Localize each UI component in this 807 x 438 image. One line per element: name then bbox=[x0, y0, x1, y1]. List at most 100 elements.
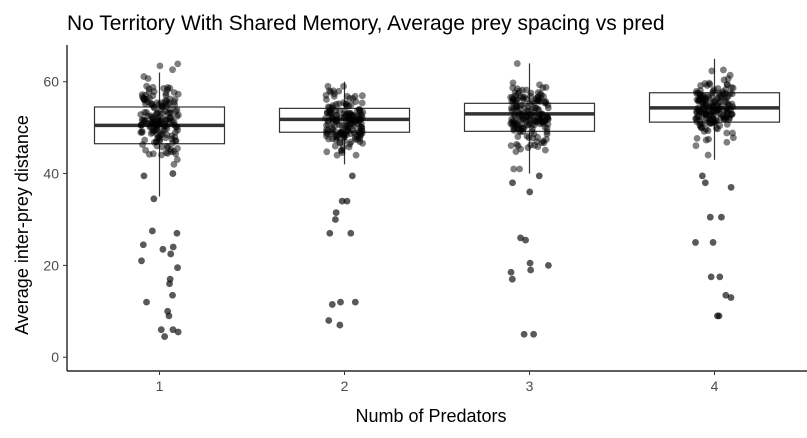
outlier-point bbox=[526, 188, 534, 196]
y-axis-label: Average inter-prey distance bbox=[12, 115, 32, 335]
data-point bbox=[723, 138, 731, 146]
data-point bbox=[169, 66, 176, 74]
x-tick-label: 2 bbox=[341, 378, 349, 394]
data-point bbox=[157, 130, 165, 138]
data-point bbox=[513, 96, 521, 104]
data-point bbox=[729, 84, 737, 92]
data-point bbox=[323, 96, 330, 103]
data-point bbox=[343, 102, 351, 110]
y-tick-label: 60 bbox=[43, 74, 59, 90]
outlier-point bbox=[517, 234, 524, 242]
data-point bbox=[137, 111, 145, 118]
data-point bbox=[137, 128, 145, 136]
data-point bbox=[148, 113, 156, 121]
data-point bbox=[352, 151, 360, 159]
outlier-point bbox=[332, 216, 339, 223]
data-point bbox=[509, 79, 517, 87]
data-point bbox=[159, 102, 167, 110]
outlier-point bbox=[530, 330, 538, 338]
data-point bbox=[149, 150, 157, 158]
outlier-point bbox=[707, 273, 715, 281]
outlier-point bbox=[509, 179, 516, 187]
outlier-point bbox=[351, 298, 359, 306]
data-point bbox=[173, 112, 181, 120]
data-point bbox=[137, 122, 145, 129]
data-point bbox=[513, 60, 521, 67]
data-point bbox=[170, 160, 178, 168]
data-point bbox=[166, 99, 173, 107]
data-point bbox=[158, 151, 165, 159]
outlier-point bbox=[161, 333, 169, 340]
outlier-point bbox=[338, 197, 346, 205]
data-point bbox=[537, 116, 545, 123]
data-point bbox=[336, 107, 343, 114]
data-point bbox=[171, 101, 179, 109]
data-point bbox=[519, 86, 526, 94]
data-point bbox=[513, 140, 521, 148]
outlier-point bbox=[173, 229, 181, 237]
data-point bbox=[705, 115, 713, 123]
data-point bbox=[162, 134, 170, 142]
outlier-point bbox=[715, 312, 723, 320]
outlier-point bbox=[138, 257, 145, 265]
y-tick-label: 0 bbox=[51, 349, 59, 365]
data-point bbox=[519, 128, 527, 135]
data-point bbox=[164, 143, 172, 151]
x-tick-label: 1 bbox=[156, 378, 164, 394]
data-point bbox=[150, 104, 158, 112]
x-tick-label: 4 bbox=[711, 378, 719, 394]
outlier-point bbox=[140, 172, 148, 180]
outlier-point bbox=[727, 183, 735, 191]
data-point bbox=[340, 82, 347, 90]
data-point bbox=[172, 150, 180, 158]
data-point bbox=[340, 113, 348, 121]
data-point bbox=[507, 142, 515, 150]
data-point bbox=[162, 116, 170, 124]
data-point bbox=[539, 84, 547, 92]
data-point bbox=[693, 134, 701, 142]
data-point bbox=[507, 93, 515, 101]
data-point bbox=[330, 87, 337, 95]
outlier-point bbox=[159, 245, 167, 253]
data-point bbox=[339, 131, 347, 139]
data-point bbox=[519, 96, 527, 103]
data-point bbox=[695, 113, 703, 120]
x-axis-label: Numb of Predators bbox=[355, 406, 506, 426]
data-point bbox=[528, 127, 536, 135]
data-point bbox=[696, 95, 704, 102]
data-point bbox=[723, 113, 731, 121]
outlier-point bbox=[507, 268, 515, 276]
data-point bbox=[343, 92, 351, 100]
outlier-point bbox=[701, 179, 709, 187]
outlier-point bbox=[169, 243, 177, 251]
outlier-point bbox=[143, 298, 150, 306]
data-point bbox=[351, 92, 359, 100]
data-point bbox=[724, 75, 732, 83]
data-point bbox=[357, 120, 365, 128]
data-point bbox=[538, 110, 545, 118]
outlier-point bbox=[157, 326, 165, 334]
outlier-point bbox=[169, 170, 177, 177]
data-point bbox=[703, 82, 711, 89]
data-point bbox=[356, 106, 363, 113]
data-point bbox=[358, 92, 366, 100]
data-point bbox=[699, 100, 707, 108]
data-point bbox=[350, 129, 358, 137]
data-point bbox=[695, 108, 703, 116]
data-point bbox=[171, 95, 179, 103]
outlier-point bbox=[337, 298, 344, 306]
data-point bbox=[729, 103, 737, 111]
data-point bbox=[153, 116, 161, 124]
outlier-point bbox=[692, 239, 699, 246]
data-point bbox=[338, 121, 345, 129]
data-point bbox=[709, 99, 717, 107]
data-point bbox=[173, 156, 181, 163]
data-point bbox=[164, 149, 171, 157]
data-point bbox=[520, 103, 528, 111]
data-point bbox=[510, 165, 518, 173]
data-point bbox=[158, 143, 166, 151]
data-point bbox=[527, 89, 535, 97]
data-point bbox=[720, 66, 727, 74]
data-point bbox=[697, 82, 704, 89]
